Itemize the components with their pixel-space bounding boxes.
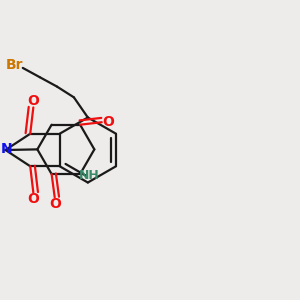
Text: O: O bbox=[49, 197, 61, 211]
Text: Br: Br bbox=[6, 58, 23, 72]
Text: NH: NH bbox=[78, 169, 99, 182]
Text: O: O bbox=[103, 115, 115, 129]
Text: O: O bbox=[27, 192, 39, 206]
Text: O: O bbox=[27, 94, 39, 108]
Text: N: N bbox=[1, 142, 13, 156]
